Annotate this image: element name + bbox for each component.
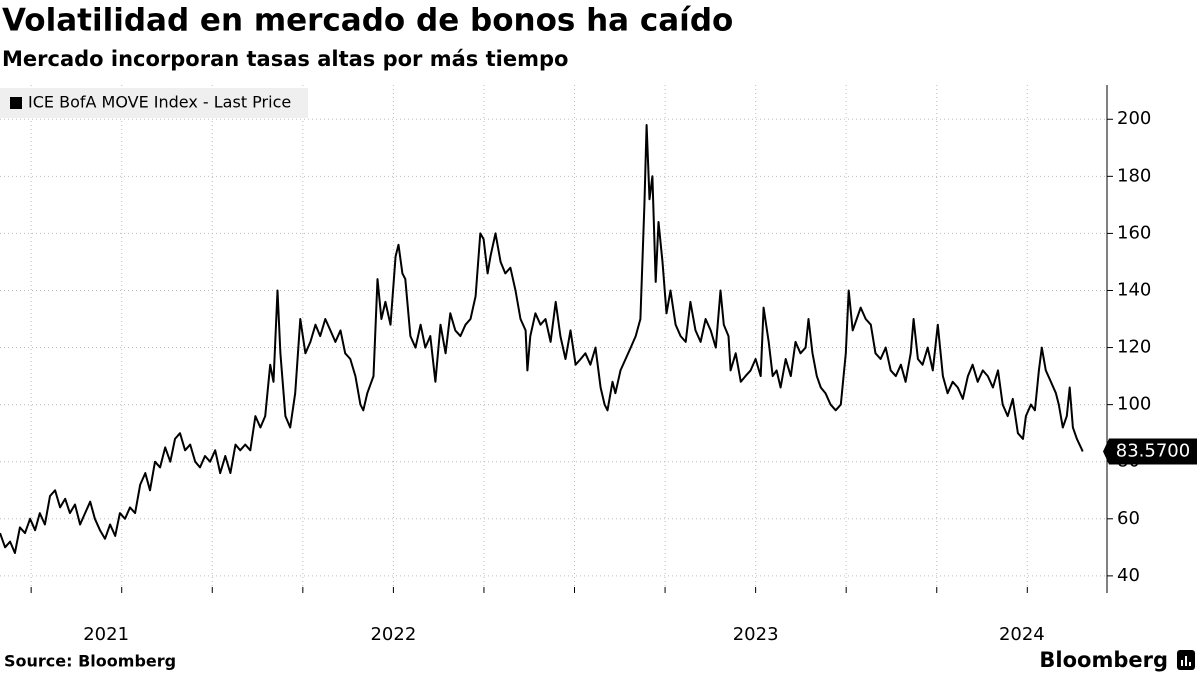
chart-subtitle: Mercado incorporan tasas altas por más t… [2,47,568,71]
y-tick-label: 40 [1117,565,1140,586]
legend-box [0,88,308,118]
legend-label: ICE BofA MOVE Index - Last Price [28,93,291,112]
legend-swatch [10,97,22,109]
y-tick-label: 140 [1117,279,1151,300]
y-tick-label: 180 [1117,165,1151,186]
x-tick-label: 2023 [733,624,779,645]
brand-icon-bar [1189,662,1191,666]
last-price-label: 83.5700 [1116,441,1190,462]
y-tick-label: 100 [1117,394,1151,415]
brand: Bloomberg [1039,648,1168,672]
y-tick-label: 160 [1117,222,1151,243]
last-price-tag [1103,438,1197,465]
x-tick-label: 2022 [370,624,416,645]
x-tick-label: 2024 [999,624,1045,645]
x-tick-label: 2021 [83,624,129,645]
source: Source: Bloomberg [4,652,176,671]
series-line [0,124,1084,554]
plot-area: 4060801001201401601802002021202220232024… [0,85,1197,645]
y-tick-label: 200 [1117,108,1151,129]
y-tick-label: 60 [1117,508,1140,529]
chart-title: Volatilidad en mercado de bonos ha caído [2,3,733,39]
brand-icon-bar [1181,660,1183,666]
brand-icon-bar [1185,656,1187,666]
y-tick-label: 120 [1117,337,1151,358]
